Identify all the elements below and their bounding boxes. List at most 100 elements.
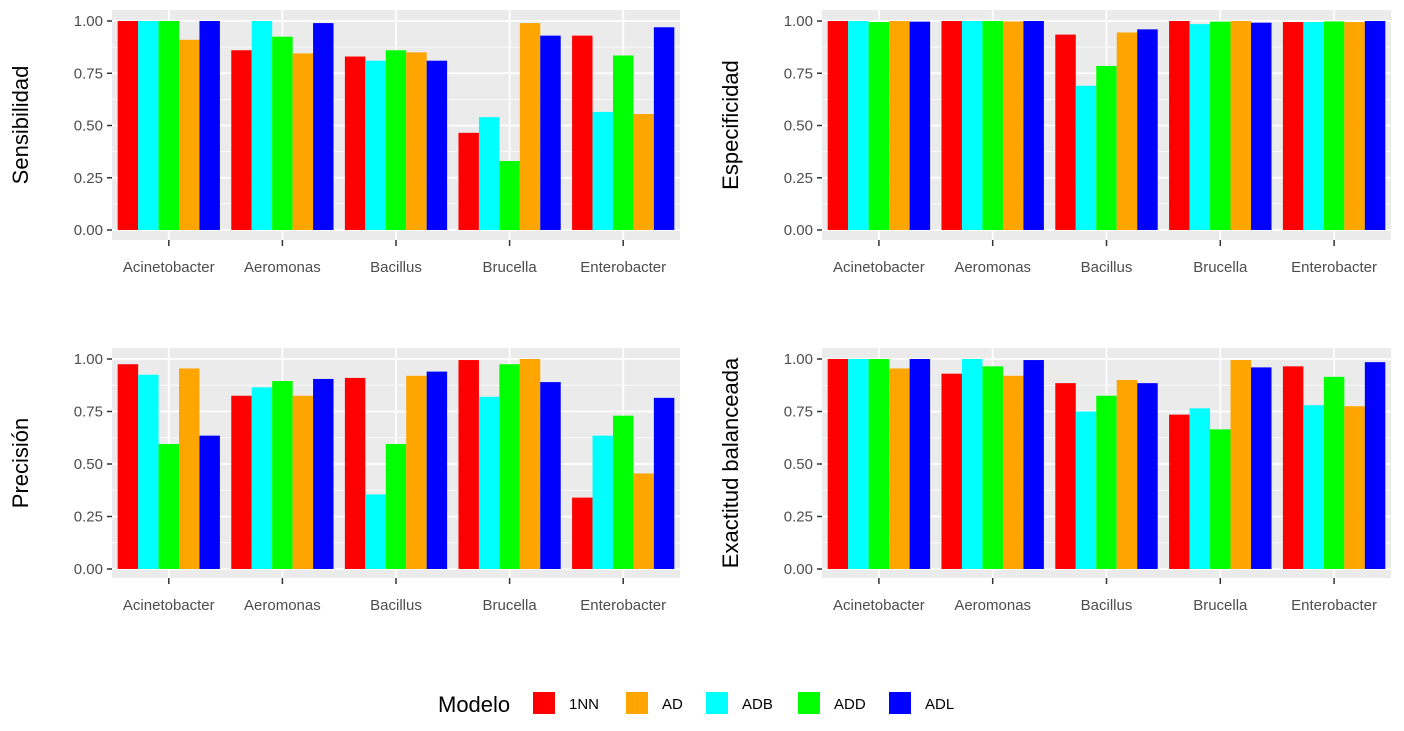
legend-item-add: ADD [798, 692, 866, 714]
x-tick-label: Acinetobacter [123, 259, 215, 276]
x-tick-label: Enterobacter [1291, 597, 1377, 614]
bar-adb [251, 387, 273, 569]
bar-add [272, 36, 293, 230]
bar-adl [1137, 29, 1158, 230]
bar-add [868, 359, 890, 569]
legend-label: ADB [742, 696, 773, 713]
bar-adb [1303, 405, 1324, 569]
bar-ad [1116, 32, 1138, 231]
legend-item-adl: ADL [889, 692, 954, 714]
legend-key [706, 692, 728, 714]
bar-add [1096, 395, 1117, 569]
legend-item-adb: ADB [706, 692, 773, 714]
legend-label: ADL [925, 696, 954, 713]
y-tick-label: 0.50 [784, 456, 813, 473]
x-tick-label: Acinetobacter [123, 597, 215, 614]
y-tick-label: 0.50 [784, 118, 813, 135]
y-tick-label: 1.00 [784, 351, 813, 368]
bar-adl [909, 359, 931, 569]
bar-ad [1116, 380, 1138, 569]
x-tick-label: Acinetobacter [833, 597, 925, 614]
bar-add [612, 55, 634, 230]
bar-1nn [117, 364, 139, 569]
x-tick-label: Brucella [1193, 597, 1248, 614]
bar-adl [313, 378, 334, 569]
bar-adb [592, 435, 613, 569]
y-tick-label: 0.75 [784, 65, 813, 82]
x-tick-label: Aeromonas [954, 597, 1031, 614]
y-tick-label: 0.00 [74, 222, 103, 239]
y-tick-label: 0.25 [784, 170, 813, 187]
bar-adl [1251, 22, 1272, 231]
bar-1nn [827, 359, 849, 569]
bar-1nn [572, 497, 593, 569]
y-tick-label: 0.75 [74, 404, 103, 421]
bar-ad [1002, 21, 1024, 230]
bar-adl [1251, 367, 1272, 569]
bar-add [272, 381, 293, 569]
bar-1nn [941, 373, 962, 569]
y-tick-label: 0.00 [784, 222, 813, 239]
bar-adb [1075, 85, 1097, 230]
bar-add [158, 444, 180, 569]
legend-label: ADD [834, 696, 866, 713]
bar-ad [519, 359, 541, 569]
legend-key [798, 692, 820, 714]
bar-adb [138, 374, 159, 569]
bar-ad [179, 39, 200, 231]
bar-adl [1023, 360, 1044, 569]
x-tick-label: Aeromonas [244, 259, 321, 276]
y-axis-title: Exactitud balanceada [718, 357, 743, 568]
legend-key [626, 692, 648, 714]
bar-add [499, 364, 520, 569]
x-tick-label: Enterobacter [1291, 259, 1377, 276]
x-tick-label: Bacillus [1081, 259, 1133, 276]
y-tick-label: 0.50 [74, 118, 103, 135]
panel-1: 0.00 0.25 0.50 0.75 1.00 Acinetobacter Aeromon… [8, 10, 680, 276]
bar-add [158, 21, 180, 230]
y-axis-title: Especificidad [718, 60, 743, 190]
panel-2: 0.00 0.25 0.50 0.75 1.00 Acinetobacter Aeromon… [718, 10, 1391, 276]
bar-adb [1303, 22, 1324, 231]
bar-add [385, 444, 407, 569]
bar-1nn [572, 35, 593, 230]
bar-ad [1230, 360, 1252, 569]
bar-adb [1189, 24, 1211, 231]
bar-ad [1344, 406, 1365, 569]
bar-adl [426, 371, 448, 569]
bar-adb [251, 21, 273, 230]
bar-adb [138, 21, 159, 230]
bar-adl [199, 21, 220, 230]
bar-ad [292, 395, 314, 569]
bar-adb [1189, 408, 1211, 569]
x-tick-label: Brucella [1193, 259, 1248, 276]
legend-label: AD [662, 696, 683, 713]
y-tick-label: 0.75 [74, 65, 103, 82]
bar-1nn [231, 395, 252, 569]
y-tick-label: 1.00 [74, 13, 103, 30]
bar-ad [1344, 22, 1365, 231]
y-tick-label: 0.25 [74, 170, 103, 187]
bar-ad [1002, 375, 1024, 569]
bar-1nn [827, 21, 849, 230]
bar-ad [1230, 21, 1252, 230]
y-tick-label: 1.00 [784, 13, 813, 30]
bar-adb [961, 359, 983, 569]
x-tick-label: Brucella [482, 259, 537, 276]
bar-ad [519, 23, 541, 231]
y-axis-title: Precisión [8, 418, 33, 508]
bar-adl [653, 27, 675, 230]
x-tick-label: Bacillus [1081, 597, 1133, 614]
bar-1nn [344, 56, 366, 230]
x-tick-label: Enterobacter [580, 259, 666, 276]
bar-ad [406, 52, 427, 230]
bar-adl [426, 60, 448, 231]
x-tick-label: Aeromonas [244, 597, 321, 614]
chart-panels: 0.00 0.25 0.50 0.75 1.00 Acinetobacter Aeromon… [8, 10, 1391, 614]
bar-adb [478, 117, 500, 230]
bar-1nn [1055, 383, 1076, 569]
bar-adb [848, 359, 869, 569]
bar-adb [961, 21, 983, 230]
bar-ad [406, 375, 427, 569]
